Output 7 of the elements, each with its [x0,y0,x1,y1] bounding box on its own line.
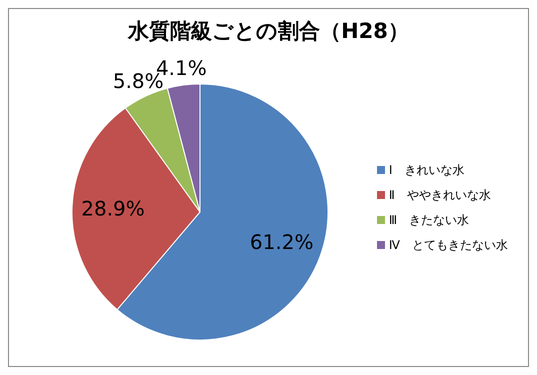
legend-label: Ⅰ きれいな水 [388,162,464,176]
legend-label: Ⅲ きたない水 [388,212,470,226]
legend-label: Ⅱ ややきれいな水 [388,188,491,202]
chart-title: 水質階級ごとの割合（H28） [126,18,410,45]
data-label: 28.9% [81,196,145,220]
data-label: 61.2% [250,230,314,254]
legend-label: Ⅳ とてもきたない水 [388,238,508,252]
